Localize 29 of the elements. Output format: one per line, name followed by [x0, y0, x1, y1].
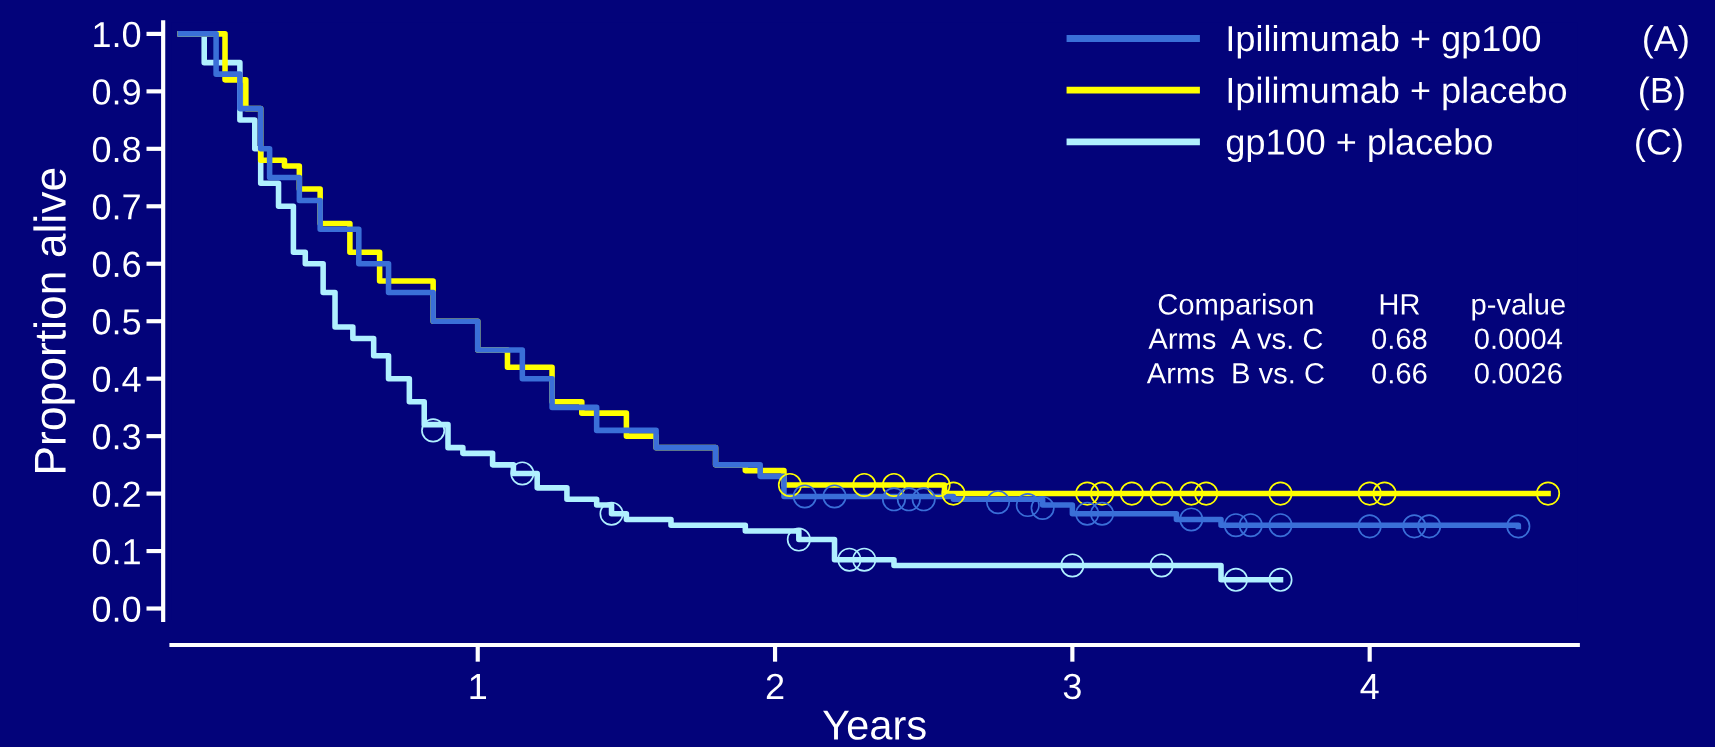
legend-label: Ipilimumab + placebo (B) [1228, 76, 1684, 111]
y-tick-label: 0.7 [92, 194, 140, 220]
y-tick-label: 0.8 [92, 136, 141, 163]
y-tick-label: 1.0 [94, 21, 141, 48]
annotation: 0.0026 [1474, 362, 1562, 384]
legend-label: gp100 + placebo (C) [1226, 128, 1682, 162]
annotation: Arms B vs. C [1146, 362, 1324, 384]
x-tick-label: 4 [1360, 674, 1379, 699]
y-tick-label: 0.6 [92, 251, 141, 278]
y-tick-label: 0.4 [92, 366, 141, 393]
legend-label: Ipilimumab + gp100 (A) [1228, 24, 1688, 59]
annotation: Arms A vs. C [1148, 328, 1323, 350]
annotation: 0.0004 [1474, 328, 1563, 350]
y-tick-label: 0.9 [92, 79, 140, 105]
annotation: Comparison [1158, 293, 1313, 321]
y-tick-label: 0.3 [92, 424, 141, 450]
annotation: 0.68 [1372, 328, 1427, 350]
annotation: 0.66 [1372, 362, 1427, 384]
annotation: p-value [1472, 293, 1565, 321]
y-axis-title: Proportion alive [33, 168, 75, 472]
x-tick-label: 3 [1063, 673, 1081, 700]
annotation: HR [1380, 294, 1420, 315]
y-tick-label: 0.5 [92, 309, 141, 335]
y-tick-label: 0.2 [92, 481, 140, 508]
y-tick-label: 0.0 [92, 596, 141, 622]
x-tick-label: 2 [766, 673, 784, 699]
x-axis-title: Years [823, 710, 926, 740]
y-tick-label: 0.1 [92, 538, 140, 565]
x-tick-label: 1 [470, 674, 487, 699]
